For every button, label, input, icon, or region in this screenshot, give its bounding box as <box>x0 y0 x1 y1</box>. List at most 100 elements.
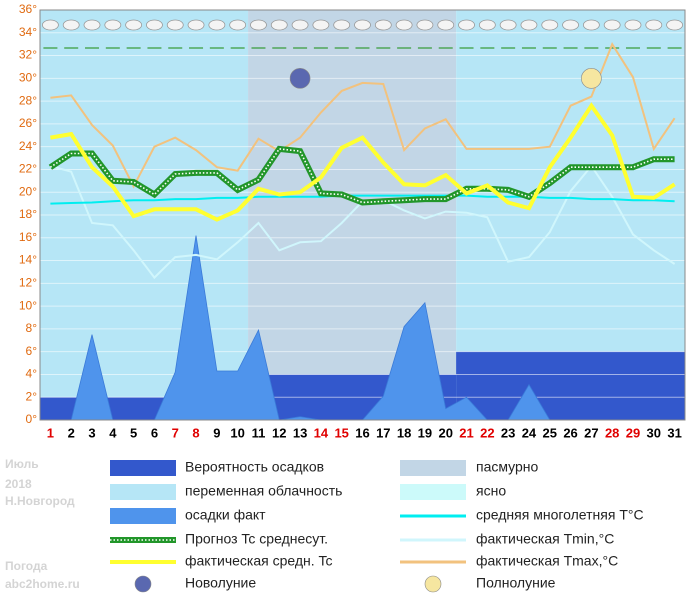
x-tick-label: 27 <box>584 425 598 440</box>
y-tick-label: 32° <box>19 48 37 62</box>
x-tick-label: 1 <box>47 425 54 440</box>
x-tick-label: 3 <box>88 425 95 440</box>
x-tick-label: 24 <box>522 425 537 440</box>
x-tick-label: 31 <box>667 425 681 440</box>
precip-probability-bar <box>456 351 685 420</box>
x-tick-label: 21 <box>459 425 473 440</box>
legend-swatch <box>110 508 176 524</box>
y-tick-label: 16° <box>19 230 37 244</box>
legend-label: Новолуние <box>185 575 256 591</box>
moon-marker <box>581 68 602 89</box>
x-tick-label: 26 <box>563 425 577 440</box>
legend-label: переменная облачность <box>185 483 342 499</box>
y-tick-label: 30° <box>19 71 37 85</box>
y-tick-label: 8° <box>26 321 38 335</box>
x-tick-label: 20 <box>438 425 452 440</box>
x-tick-label: 12 <box>272 425 286 440</box>
legend-label: Полнолуние <box>476 575 556 591</box>
weather-icon <box>374 19 392 31</box>
legend-swatch <box>424 575 442 593</box>
weather-icon <box>478 19 496 31</box>
legend-swatch <box>400 484 466 500</box>
temp-line <box>50 194 675 205</box>
legend-label: Прогноз Tc среднесут. <box>185 531 328 547</box>
weather-icon <box>395 19 413 31</box>
weather-icon <box>666 19 683 31</box>
x-tick-label: 6 <box>151 425 158 440</box>
legend-label: фактическая Tmin,°C <box>476 531 614 547</box>
x-tick-label: 14 <box>314 425 329 440</box>
side-text: 2018 <box>5 477 32 491</box>
weather-icon <box>333 19 351 31</box>
forecast-line <box>48 145 675 206</box>
weather-icon <box>458 19 475 31</box>
weather-icon <box>104 19 122 31</box>
moon-marker <box>289 68 311 89</box>
y-tick-label: 28° <box>19 93 37 107</box>
side-text: Н.Новгород <box>5 494 75 508</box>
weather-icon <box>83 19 101 31</box>
plot-frame <box>39 9 686 421</box>
legend-label: Вероятность осадков <box>185 459 324 475</box>
x-tick-label: 19 <box>418 425 432 440</box>
y-tick-label: 0° <box>26 412 38 426</box>
y-tick-label: 4° <box>26 367 38 381</box>
side-text: Июль <box>5 457 39 471</box>
legend-label: пасмурно <box>476 459 539 475</box>
y-tick-label: 20° <box>19 184 37 198</box>
x-tick-label: 16 <box>355 425 369 440</box>
weather-icon <box>166 19 184 31</box>
weather-icon <box>62 19 80 31</box>
x-tick-label: 23 <box>501 425 515 440</box>
weather-icon <box>208 19 226 31</box>
weather-icon <box>437 19 455 31</box>
y-tick-label: 24° <box>19 139 37 153</box>
weather-icon <box>354 19 371 31</box>
legend-label: фактическая средн. Tc <box>185 553 333 569</box>
weather-icon <box>187 19 205 31</box>
side-text: Погода <box>5 559 48 573</box>
weather-icon <box>291 19 309 31</box>
legend-label: фактическая Tmax,°C <box>476 553 618 569</box>
x-tick-label: 15 <box>334 425 348 440</box>
weather-icon <box>520 19 538 31</box>
y-tick-label: 26° <box>19 116 37 130</box>
y-tick-label: 10° <box>19 298 37 312</box>
y-tick-label: 12° <box>19 276 37 290</box>
weather-icon <box>42 19 59 31</box>
legend-label: средняя многолетняя T°C <box>476 507 644 523</box>
legend-swatch <box>110 460 176 476</box>
weather-icon <box>624 19 642 31</box>
x-tick-label: 28 <box>605 425 619 440</box>
legend-swatch <box>400 460 466 476</box>
x-tick-label: 29 <box>626 425 640 440</box>
x-tick-label: 10 <box>230 425 244 440</box>
weather-icon <box>270 19 288 31</box>
legend-label: ясно <box>476 483 506 499</box>
weather-icon <box>250 19 267 31</box>
y-tick-label: 14° <box>19 253 37 267</box>
x-tick-label: 2 <box>68 425 75 440</box>
temp-line <box>50 42 676 189</box>
y-tick-label: 22° <box>19 162 37 176</box>
x-tick-label: 13 <box>293 425 307 440</box>
temp-line <box>50 102 676 222</box>
y-tick-label: 34° <box>19 25 37 39</box>
x-tick-label: 25 <box>543 425 557 440</box>
x-tick-label: 11 <box>252 425 266 440</box>
weather-icon <box>125 19 143 31</box>
x-tick-label: 18 <box>397 425 411 440</box>
y-tick-label: 18° <box>19 207 37 221</box>
x-tick-label: 30 <box>647 425 661 440</box>
weather-icon <box>603 19 621 31</box>
x-tick-label: 9 <box>213 425 220 440</box>
weather-icon <box>541 19 559 31</box>
legend-label: осадки факт <box>185 507 266 523</box>
y-tick-label: 6° <box>26 344 38 358</box>
weather-icon <box>562 19 579 31</box>
y-tick-label: 2° <box>26 389 38 403</box>
legend-swatch <box>110 484 176 500</box>
weather-icon <box>146 19 163 31</box>
y-tick-label: 36° <box>19 2 37 16</box>
